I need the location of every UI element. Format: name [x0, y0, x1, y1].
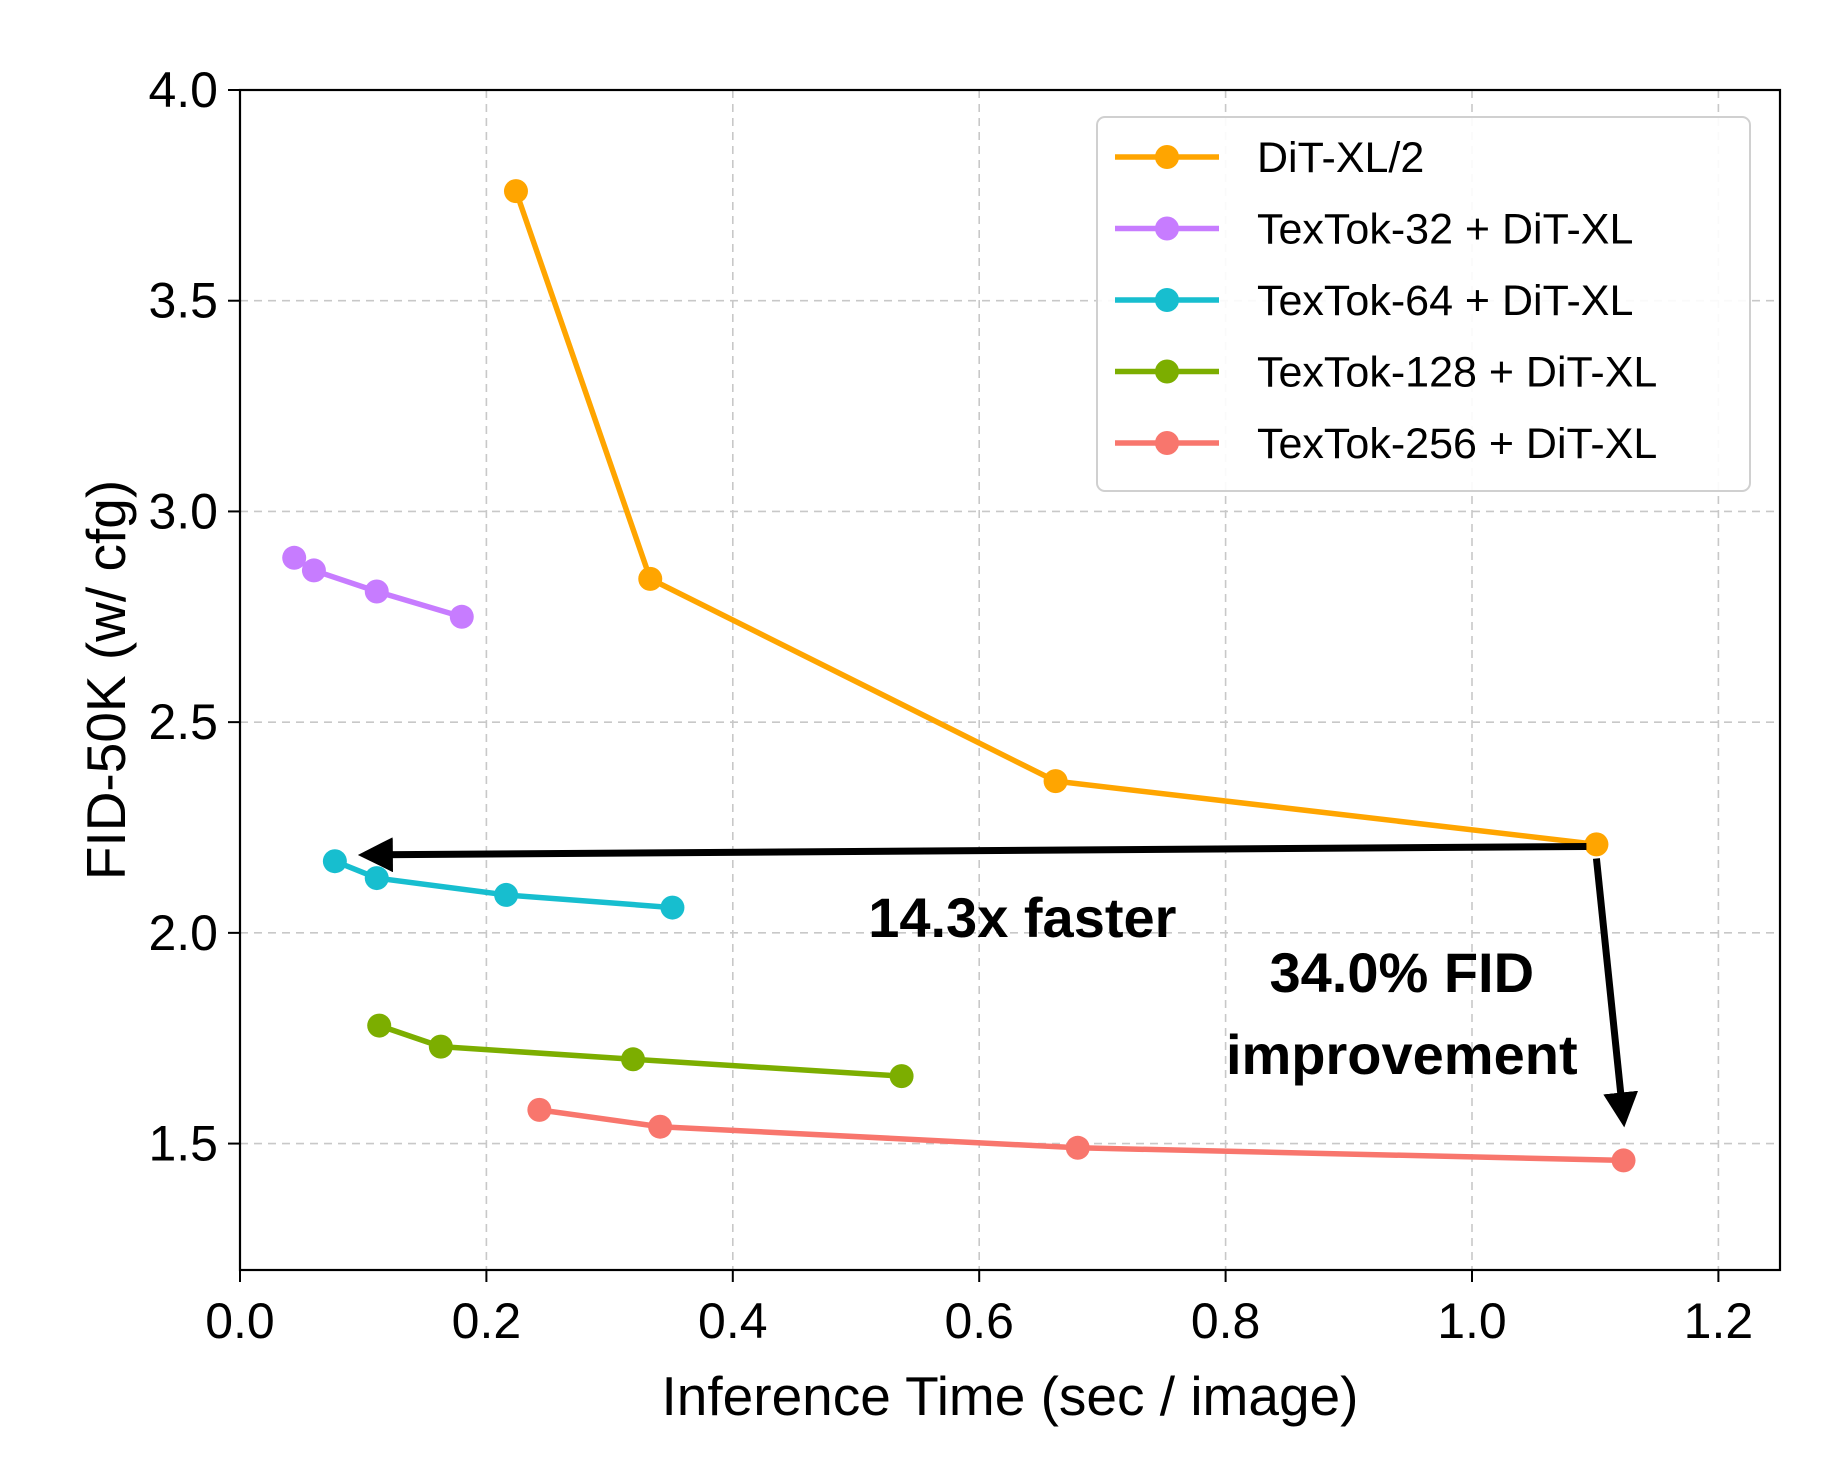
- x-tick-label: 1.2: [1684, 1293, 1754, 1349]
- y-tick-label: 1.5: [148, 1116, 218, 1172]
- arrow-faster: [357, 837, 1587, 873]
- data-point: [1611, 1148, 1636, 1173]
- data-point: [364, 579, 389, 604]
- legend-item: TexTok-128 + DiT-XL: [1115, 349, 1657, 397]
- legend-swatch-marker: [1155, 431, 1179, 455]
- legend: DiT-XL/2 TexTok-32 + DiT-XL TexTok-64 + Di…: [1096, 116, 1751, 492]
- series-group: [527, 1097, 1636, 1173]
- legend-item: TexTok-64 + DiT-XL: [1115, 277, 1633, 325]
- data-point: [364, 866, 389, 891]
- legend-swatch-marker: [1155, 359, 1179, 384]
- data-point: [527, 1097, 552, 1122]
- y-tick-label: 3.5: [148, 273, 218, 329]
- legend-label: TexTok-32 + DiT-XL: [1257, 206, 1633, 254]
- series-layer: [282, 179, 1636, 1173]
- legend-item: TexTok-256 + DiT-XL: [1115, 420, 1657, 468]
- data-point: [449, 604, 474, 629]
- data-point: [494, 882, 519, 907]
- legend-item: DiT-XL/2: [1115, 134, 1424, 182]
- series-line: [376, 1022, 905, 1079]
- legend-swatch-marker: [1155, 288, 1179, 312]
- data-point: [1065, 1135, 1090, 1160]
- y-tick-label: 2.5: [148, 694, 218, 750]
- legend-label: DiT-XL/2: [1257, 134, 1424, 182]
- data-point: [428, 1034, 453, 1059]
- x-tick-label: 1.0: [1437, 1293, 1507, 1349]
- data-point: [282, 545, 307, 570]
- arrow-fid-improvement: [1592, 858, 1639, 1128]
- series-line: [536, 1107, 1627, 1164]
- data-point: [638, 566, 663, 591]
- x-tick-label: 0.8: [1191, 1293, 1261, 1349]
- legend-label: TexTok-128 + DiT-XL: [1257, 349, 1657, 397]
- x-axis-title: Inference Time (sec / image): [662, 1365, 1359, 1427]
- data-point: [889, 1064, 914, 1089]
- data-point: [660, 895, 685, 920]
- annotation-layer: 14.3x faster 34.0% FID improvement: [357, 837, 1639, 1128]
- legend-label: TexTok-256 + DiT-XL: [1257, 420, 1657, 468]
- y-tick-label: 2.0: [148, 905, 218, 961]
- data-point: [1584, 832, 1609, 857]
- data-point: [1043, 769, 1068, 794]
- x-tick-label: 0.4: [698, 1293, 768, 1349]
- x-tick-label: 0.2: [452, 1293, 522, 1349]
- series-line: [513, 188, 1600, 848]
- series-line: [332, 858, 676, 911]
- x-tick-label: 0.6: [944, 1293, 1014, 1349]
- data-point: [648, 1114, 673, 1139]
- data-point: [621, 1047, 646, 1072]
- data-point: [367, 1013, 392, 1038]
- annotation-faster: 14.3x faster: [868, 886, 1176, 949]
- legend-box: [1096, 116, 1751, 492]
- series-group: [503, 179, 1609, 857]
- x-tick-label: 0.0: [205, 1293, 275, 1349]
- axis-ticks: 0.0 0.2 0.4 0.6 0.8 1.0 1.2 1.5 2.0 2.5 3.0 3.5 4.0: [148, 62, 1753, 1349]
- annotation-fid-line2: improvement: [1226, 1023, 1578, 1086]
- data-point: [301, 558, 326, 583]
- series-group: [367, 1013, 914, 1089]
- data-point: [322, 849, 347, 874]
- series-group: [282, 545, 474, 629]
- y-axis-title: FID-50K (w/ cfg): [75, 480, 137, 880]
- legend-swatch-marker: [1155, 216, 1179, 241]
- legend-item: TexTok-32 + DiT-XL: [1115, 206, 1633, 254]
- plot-frame: [238, 88, 1782, 1272]
- legend-swatch-marker: [1155, 145, 1179, 169]
- annotation-fid-line1: 34.0% FID: [1269, 941, 1534, 1004]
- y-tick-label: 4.0: [148, 62, 218, 118]
- data-point: [503, 179, 528, 204]
- legend-label: TexTok-64 + DiT-XL: [1257, 277, 1633, 325]
- y-tick-label: 3.0: [148, 483, 218, 539]
